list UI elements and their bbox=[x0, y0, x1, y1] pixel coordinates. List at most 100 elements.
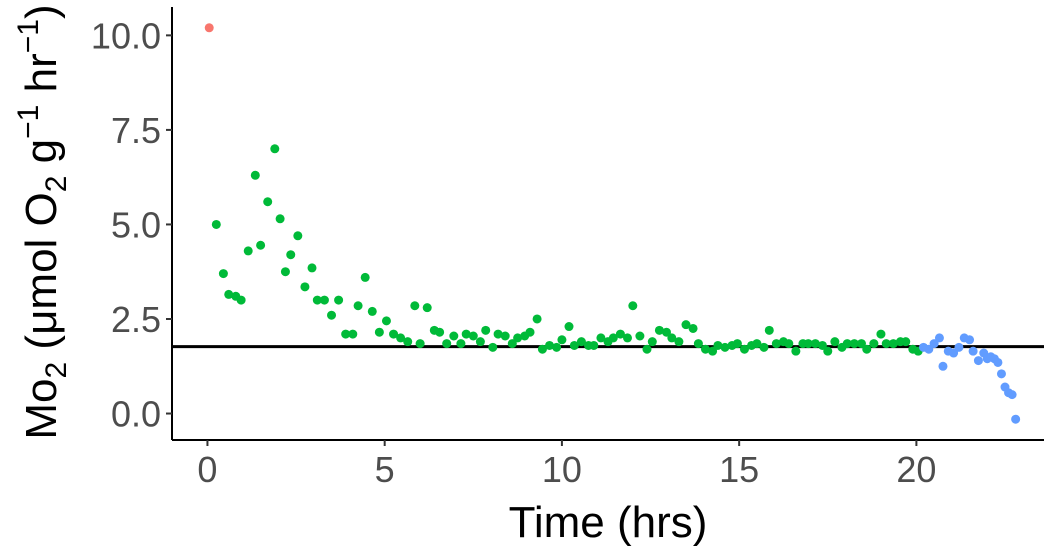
data-point bbox=[856, 339, 866, 349]
data-point bbox=[589, 340, 599, 350]
data-point bbox=[488, 342, 498, 352]
data-point bbox=[654, 325, 664, 335]
data-point bbox=[881, 339, 891, 349]
x-axis-title: Time (hrs) bbox=[509, 498, 708, 547]
data-point bbox=[968, 346, 978, 356]
data-point bbox=[823, 346, 833, 356]
data-point bbox=[817, 340, 827, 350]
data-point bbox=[211, 219, 221, 229]
data-point bbox=[218, 269, 228, 279]
data-point bbox=[635, 331, 645, 341]
data-point bbox=[396, 333, 406, 343]
data-points-layer bbox=[204, 23, 1021, 424]
data-point bbox=[642, 344, 652, 354]
data-point bbox=[250, 170, 260, 180]
data-point bbox=[667, 333, 677, 343]
x-tick-label: 5 bbox=[375, 449, 395, 490]
data-point bbox=[293, 231, 303, 241]
data-point bbox=[888, 339, 898, 349]
data-point bbox=[938, 361, 948, 371]
data-point bbox=[993, 357, 1003, 367]
y-tick-label: 2.5 bbox=[111, 299, 161, 340]
data-point bbox=[263, 197, 273, 207]
data-point bbox=[389, 329, 399, 339]
data-point bbox=[456, 339, 466, 349]
data-point bbox=[608, 333, 618, 343]
data-point bbox=[752, 339, 762, 349]
data-point bbox=[869, 339, 879, 349]
x-tick-label: 20 bbox=[896, 449, 936, 490]
data-point bbox=[713, 340, 723, 350]
y-tick-label: 10.0 bbox=[91, 15, 161, 56]
data-point bbox=[415, 339, 425, 349]
data-point bbox=[693, 339, 703, 349]
data-point bbox=[403, 337, 413, 347]
data-point bbox=[449, 331, 459, 341]
data-point bbox=[507, 339, 517, 349]
data-point bbox=[334, 295, 344, 305]
data-point bbox=[312, 295, 322, 305]
data-point bbox=[708, 346, 718, 356]
data-point bbox=[965, 335, 975, 345]
data-point bbox=[720, 342, 730, 352]
data-point bbox=[810, 339, 820, 349]
x-tick-label: 10 bbox=[542, 449, 582, 490]
data-point bbox=[1007, 390, 1017, 400]
data-point bbox=[461, 329, 471, 339]
data-point bbox=[360, 272, 370, 282]
data-point bbox=[341, 329, 351, 339]
data-point bbox=[204, 23, 214, 33]
y-axis-ticks: 0.0 2.5 5.0 7.5 10.0 bbox=[91, 15, 172, 435]
data-point bbox=[784, 339, 794, 349]
data-point bbox=[381, 316, 391, 326]
data-point bbox=[468, 331, 478, 341]
data-point bbox=[803, 339, 813, 349]
data-point bbox=[493, 329, 503, 339]
data-point bbox=[545, 340, 555, 350]
x-tick-label: 15 bbox=[719, 449, 759, 490]
data-point bbox=[973, 356, 983, 366]
data-point bbox=[569, 340, 579, 350]
data-point bbox=[849, 339, 859, 349]
data-point bbox=[576, 337, 586, 347]
data-point bbox=[791, 346, 801, 356]
data-point bbox=[739, 344, 749, 354]
y-axis-title: Mo2 (μmol O2 g−1 hr−1) bbox=[12, 4, 73, 439]
data-point bbox=[674, 337, 684, 347]
data-point bbox=[552, 342, 562, 352]
data-point bbox=[374, 327, 384, 337]
data-point bbox=[537, 344, 547, 354]
data-point bbox=[771, 339, 781, 349]
y-tick-label: 5.0 bbox=[111, 204, 161, 245]
data-point bbox=[949, 348, 959, 358]
data-point bbox=[270, 144, 280, 154]
data-point bbox=[876, 329, 886, 339]
data-point bbox=[564, 322, 574, 332]
data-point bbox=[286, 250, 296, 260]
data-point bbox=[422, 303, 432, 313]
data-point bbox=[622, 333, 632, 343]
data-point bbox=[929, 339, 939, 349]
data-point bbox=[348, 329, 358, 339]
data-point bbox=[307, 263, 317, 273]
data-point bbox=[842, 339, 852, 349]
data-point bbox=[475, 337, 485, 347]
data-point bbox=[353, 301, 363, 311]
data-point bbox=[532, 314, 542, 324]
data-point bbox=[954, 342, 964, 352]
data-point bbox=[759, 342, 769, 352]
x-tick-label: 0 bbox=[197, 449, 217, 490]
data-point bbox=[862, 344, 872, 354]
data-point bbox=[500, 331, 510, 341]
y-tick-label: 7.5 bbox=[111, 110, 161, 151]
data-point bbox=[525, 327, 535, 337]
data-point bbox=[442, 339, 452, 349]
data-point bbox=[319, 295, 329, 305]
data-point bbox=[688, 323, 698, 333]
data-point bbox=[596, 333, 606, 343]
data-point bbox=[681, 320, 691, 330]
data-point bbox=[410, 301, 420, 311]
data-point bbox=[327, 310, 337, 320]
data-point bbox=[647, 337, 657, 347]
data-point bbox=[661, 327, 671, 337]
